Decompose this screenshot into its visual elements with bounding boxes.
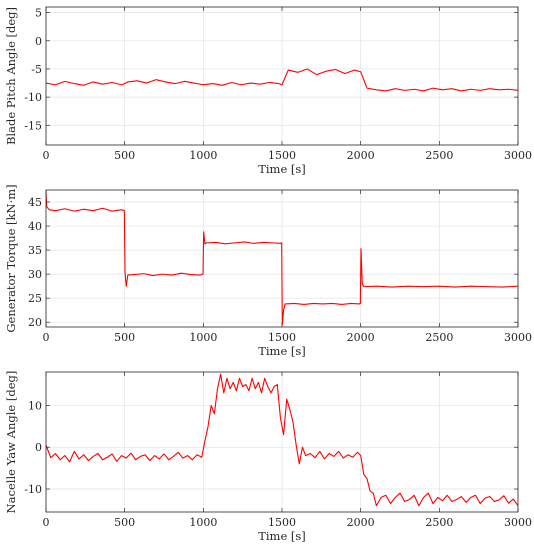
generator-torque-y-tick-label: 30 — [28, 268, 42, 281]
blade-pitch-x-axis-label: Time [s] — [258, 162, 306, 176]
nacelle-yaw-x-tick-label: 2000 — [347, 516, 375, 529]
blade-pitch-y-tick-label: -5 — [31, 63, 42, 76]
generator-torque-y-tick-label: 40 — [28, 220, 42, 233]
blade-pitch-panel: 0 500 1000 1500 2000 2500 3000 -15 -10 -5 0 5 Time [… — [4, 6, 532, 176]
generator-torque-y-tick-label: 25 — [28, 292, 42, 305]
blade-pitch-y-tick-label: 0 — [35, 35, 42, 48]
blade-pitch-x-tick-label: 1000 — [189, 149, 217, 162]
nacelle-yaw-y-axis-label: Nacelle Yaw Angle [deg] — [4, 371, 18, 514]
nacelle-yaw-y-tick-label: 0 — [35, 441, 42, 454]
nacelle-yaw-x-axis-label: Time [s] — [258, 529, 306, 543]
nacelle-yaw-x-tick-label: 500 — [114, 516, 135, 529]
blade-pitch-y-tick-label: -15 — [24, 119, 42, 132]
blade-pitch-x-tick-label: 500 — [114, 149, 135, 162]
blade-pitch-x-tick-label: 2000 — [347, 149, 375, 162]
nacelle-yaw-x-tick-label: 1000 — [189, 516, 217, 529]
generator-torque-panel: 0 500 1000 1500 2000 2500 3000 20 25 30 35 40 45 Time… — [4, 184, 532, 358]
generator-torque-y-tick-label: 45 — [28, 196, 42, 209]
nacelle-yaw-x-tick-label: 1500 — [268, 516, 296, 529]
nacelle-yaw-series-line — [46, 373, 518, 507]
nacelle-yaw-x-tick-label: 0 — [43, 516, 50, 529]
generator-torque-x-tick-label: 3000 — [504, 331, 532, 344]
generator-torque-x-tick-label: 1000 — [189, 331, 217, 344]
generator-torque-y-tick-label: 35 — [28, 244, 42, 257]
nacelle-yaw-y-tick-label: -10 — [24, 483, 42, 496]
generator-torque-series-line — [46, 192, 518, 326]
nacelle-yaw-panel: 0 500 1000 1500 2000 2500 3000 -10 0 10 Time [s] Na… — [4, 371, 532, 543]
nacelle-yaw-x-tick-label: 2500 — [425, 516, 453, 529]
blade-pitch-series-line — [46, 68, 518, 92]
generator-torque-x-tick-label: 2500 — [425, 331, 453, 344]
blade-pitch-x-tick-label: 1500 — [268, 149, 296, 162]
blade-pitch-y-tick-label: -10 — [24, 91, 42, 104]
generator-torque-x-tick-label: 2000 — [347, 331, 375, 344]
generator-torque-x-tick-label: 500 — [114, 331, 135, 344]
blade-pitch-y-axis-label: Blade Pitch Angle [deg] — [4, 7, 18, 145]
generator-torque-x-tick-label: 1500 — [268, 331, 296, 344]
blade-pitch-y-tick-label: 5 — [35, 7, 42, 20]
nacelle-yaw-y-tick-label: 10 — [28, 399, 42, 412]
nacelle-yaw-x-tick-label: 3000 — [504, 516, 532, 529]
generator-torque-x-tick-label: 0 — [43, 331, 50, 344]
generator-torque-y-tick-label: 20 — [28, 316, 42, 329]
generator-torque-x-axis-label: Time [s] — [258, 344, 306, 358]
blade-pitch-x-tick-label: 2500 — [425, 149, 453, 162]
blade-pitch-x-tick-label: 0 — [43, 149, 50, 162]
blade-pitch-x-tick-label: 3000 — [504, 149, 532, 162]
generator-torque-y-axis-label: Generator Torque [kN·m] — [4, 184, 18, 332]
